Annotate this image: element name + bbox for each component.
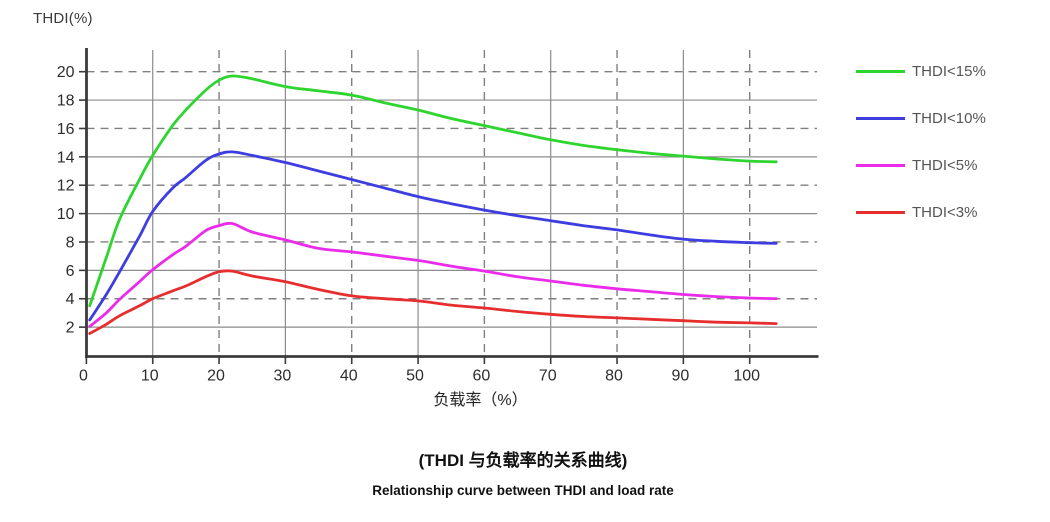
legend-label: THDI<10%: [912, 109, 986, 127]
x-tick-label: 20: [207, 368, 225, 385]
x-tick-label: 30: [273, 368, 291, 385]
caption-block: (THDI 与负载率的关系曲线) Relationship curve betw…: [0, 446, 1046, 498]
y-tick-label: 18: [57, 93, 75, 110]
x-axis-label: 负载率（%）: [433, 392, 528, 409]
legend-line-icon: [856, 210, 905, 214]
y-tick-label: 12: [57, 178, 75, 195]
curve-thdi-10: [88, 150, 778, 322]
y-axis-title: THDI(%): [33, 10, 93, 27]
y-tick-label: 10: [57, 206, 75, 223]
x-tick-label: 0: [79, 368, 88, 385]
legend-item-thdi-5: THDI<5%: [856, 154, 1046, 176]
x-tick-label: 100: [733, 368, 760, 385]
legend-item-thdi-3: THDI<3%: [856, 201, 1046, 223]
x-tick-label: 90: [671, 368, 689, 385]
y-tick-label: 8: [66, 234, 75, 251]
curve-thdi-3: [88, 269, 778, 335]
legend-line-icon: [856, 163, 905, 167]
y-tick-label: 20: [57, 64, 75, 81]
legend-line-icon: [856, 69, 905, 73]
caption-english: Relationship curve between THDI and load…: [372, 483, 674, 498]
line-chart: 2 4 6 8 10 12 14 16 18 20 0 10 20 30 40 50 60 70 80 90 100: [57, 48, 819, 385]
x-tick-label: 60: [472, 368, 490, 385]
x-tick-label: 10: [141, 368, 159, 385]
legend-item-thdi-15: THDI<15%: [856, 60, 1046, 82]
y-tick-label: 2: [66, 320, 75, 337]
legend-item-thdi-10: THDI<10%: [856, 107, 1046, 129]
legend-label: THDI<3%: [912, 203, 978, 221]
legend-label: THDI<5%: [912, 156, 978, 174]
y-tick-label: 4: [66, 291, 75, 308]
legend-label: THDI<15%: [912, 62, 986, 80]
x-tick-label: 40: [340, 368, 358, 385]
x-tick-label: 70: [539, 368, 557, 385]
y-tick-label: 14: [57, 149, 75, 166]
curve-thdi-5: [88, 221, 778, 328]
curve-thdi-15: [88, 74, 778, 308]
caption-chinese: (THDI 与负载率的关系曲线): [418, 451, 628, 470]
legend: THDI<15% THDI<10% THDI<5% THDI<3%: [856, 60, 1046, 248]
y-tick-label: 16: [57, 121, 75, 138]
x-tick-label: 50: [406, 368, 424, 385]
x-tick-label: 80: [605, 368, 623, 385]
y-tick-label: 6: [66, 263, 75, 280]
legend-line-icon: [856, 116, 905, 120]
